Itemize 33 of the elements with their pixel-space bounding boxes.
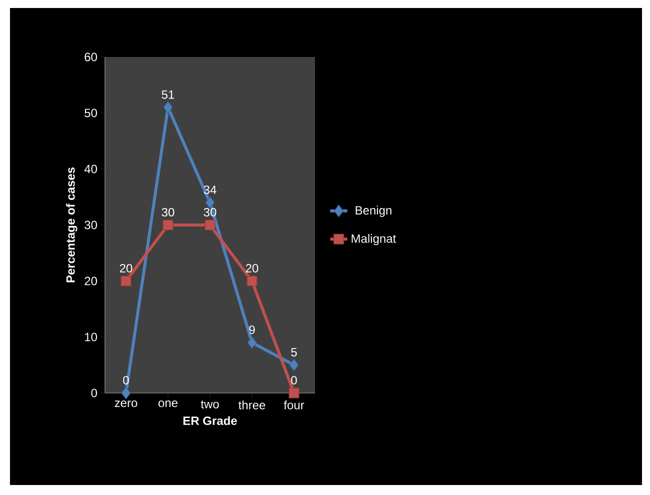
y-tick-label: 50 — [84, 108, 98, 118]
x-tick-label: four — [284, 400, 304, 410]
x-tick-label: zero — [114, 400, 138, 408]
x-tick-label: three — [238, 400, 266, 410]
y-tick-label: 40 — [84, 164, 98, 174]
data-label: 9 — [249, 326, 255, 334]
data-label: 30 — [162, 208, 174, 216]
data-label: 0 — [291, 376, 297, 384]
y-tick-label: 60 — [84, 52, 98, 62]
point — [205, 196, 215, 209]
y-tick-label: 0 — [91, 388, 98, 398]
y-tick-label: 30 — [84, 220, 98, 230]
point — [163, 101, 173, 114]
x-tick-label: one — [158, 400, 178, 408]
point — [120, 276, 132, 286]
x-axis-title: ER Grade — [183, 416, 237, 426]
point — [121, 386, 131, 400]
point — [246, 276, 258, 286]
data-label: 5 — [291, 348, 297, 356]
legend-label: Malignat — [352, 234, 396, 246]
y-axis-title: Percentage of cases — [66, 167, 78, 282]
point — [289, 358, 299, 372]
point — [204, 220, 216, 230]
data-label: 20 — [120, 264, 132, 272]
legend-label: Benign — [356, 206, 392, 217]
point — [288, 388, 300, 398]
data-label: 51 — [162, 90, 174, 99]
x-tick-label: two — [200, 400, 219, 408]
y-tick-label: 20 — [84, 276, 98, 286]
point — [162, 220, 174, 230]
data-label: 20 — [246, 264, 258, 272]
y-tick-label: 10 — [85, 332, 98, 342]
point — [247, 336, 257, 349]
